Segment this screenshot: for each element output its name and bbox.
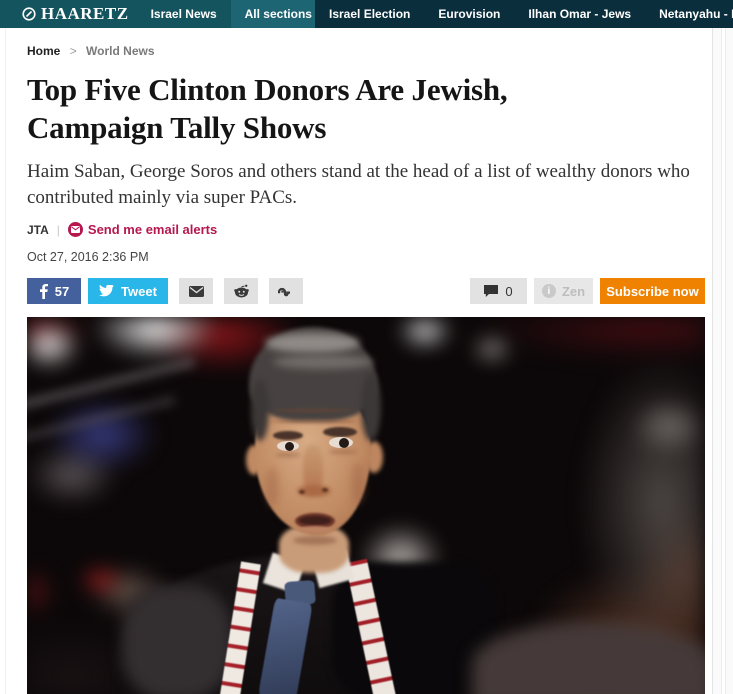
photo-shape [299, 526, 331, 533]
twitter-icon [99, 284, 114, 298]
stumbleupon-share-button[interactable] [269, 278, 303, 304]
photo-shape [273, 431, 303, 440]
photo-shape [265, 467, 279, 507]
photo-shape [351, 463, 365, 505]
title-line-1: Top Five Clinton Donors Are Jewish, [27, 72, 508, 107]
photo-shape [299, 490, 305, 494]
article-subtitle: Haim Saban, George Soros and others stan… [27, 159, 705, 211]
page-left-border [5, 28, 6, 694]
scrollbar[interactable] [712, 28, 733, 694]
photo-shape [299, 516, 331, 525]
email-alerts-button[interactable]: Send me email alerts [67, 222, 218, 237]
photo-shape [275, 453, 301, 457]
nav-item-israel-news[interactable]: Israel News [150, 7, 217, 21]
facebook-share-button[interactable]: 57 [27, 278, 81, 304]
article: Home > World News Top Five Clinton Donor… [0, 44, 733, 304]
comments-button[interactable]: 0 [470, 278, 527, 304]
nav-item-all-sections[interactable]: All sections [230, 0, 326, 28]
nav-item-israel-election[interactable]: Israel Election [329, 7, 411, 21]
email-alert-icon [67, 222, 83, 237]
photo-shape [271, 420, 357, 423]
photo-shape [361, 373, 381, 441]
envelope-icon [188, 285, 204, 297]
haaretz-logo-icon [22, 7, 36, 21]
photo-shape [273, 355, 373, 369]
breadcrumb-separator: > [69, 44, 77, 58]
photo-shape [265, 333, 360, 353]
photo-shape [303, 445, 323, 493]
facebook-icon [39, 283, 48, 299]
photo-shape [472, 622, 705, 694]
tweet-button[interactable]: Tweet [88, 278, 168, 304]
photo-shape [251, 379, 269, 441]
tweet-label: Tweet [121, 283, 157, 299]
top-nav: HAARETZ Israel News All sections Israel … [0, 0, 733, 28]
breadcrumb-home-link[interactable]: Home [27, 44, 61, 58]
photo-shape [323, 427, 357, 437]
zen-icon: i [541, 284, 556, 298]
zen-button[interactable]: i Zen [534, 278, 593, 304]
email-alerts-label: Send me email alerts [87, 222, 218, 237]
photo-shape [293, 536, 337, 545]
nav-item-ilhan-omar[interactable]: Ilhan Omar - Jews [528, 7, 632, 21]
nav-item-eurovision[interactable]: Eurovision [438, 7, 501, 21]
author: JTA [27, 222, 49, 237]
nav-item-netanyahu-iran[interactable]: Netanyahu - Iran [659, 7, 733, 21]
breadcrumb-section-link[interactable]: World News [86, 44, 155, 58]
photo-shape [329, 450, 357, 454]
nav-right-section: Israel Election Eurovision Ilhan Omar - … [315, 0, 733, 28]
stumbleupon-icon [278, 286, 294, 297]
publish-date: Oct 27, 2016 2:36 PM [27, 250, 149, 264]
byline-row: JTA | Send me email alerts [27, 222, 705, 237]
haaretz-logo[interactable]: HAARETZ [0, 0, 137, 28]
photo-shape [122, 585, 232, 694]
photo-shape [322, 488, 328, 492]
subtitle-line-2: contributed mainly via super PACs. [27, 187, 298, 208]
share-toolbar: 57 Tweet 0 [27, 278, 705, 304]
zen-label: Zen [561, 283, 586, 299]
byline-divider: | [56, 222, 60, 237]
breadcrumb: Home > World News [27, 44, 705, 58]
comment-bubble-icon [484, 284, 499, 298]
photo-shape [273, 409, 353, 412]
photo-shape [285, 442, 294, 451]
title-line-2: Campaign Tally Shows [27, 110, 327, 145]
subtitle-line-1: Haim Saban, George Soros and others stan… [27, 161, 690, 182]
comments-count: 0 [505, 283, 513, 299]
reddit-share-button[interactable] [224, 278, 258, 304]
nav-left-section: HAARETZ Israel News All sections [0, 0, 326, 28]
reddit-icon [233, 284, 249, 298]
haaretz-logo-text: HAARETZ [41, 4, 129, 23]
facebook-count: 57 [54, 283, 70, 299]
subscribe-button[interactable]: Subscribe now [600, 278, 705, 304]
scrollbar-thumb[interactable] [721, 28, 726, 694]
email-share-button[interactable] [179, 278, 213, 304]
page-title: Top Five Clinton Donors Are Jewish, Camp… [27, 71, 705, 147]
article-image [27, 317, 705, 694]
photo-shape [339, 438, 349, 448]
